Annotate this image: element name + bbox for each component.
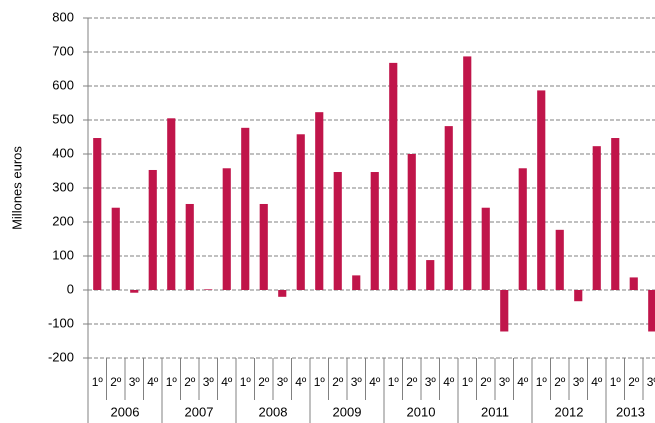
x-tick-label: 4º [517, 375, 529, 389]
year-label: 2006 [111, 404, 140, 419]
bar [481, 207, 490, 290]
y-tick-label: 400 [52, 145, 74, 160]
x-tick-label: 4º [147, 375, 159, 389]
bar [444, 126, 453, 291]
year-label: 2007 [185, 404, 214, 419]
bar [93, 138, 102, 290]
bar [611, 138, 620, 290]
bar [130, 290, 139, 293]
x-tick-label: 2º [110, 375, 122, 389]
x-tick-label: 2º [554, 375, 566, 389]
x-tick-label: 1º [92, 375, 104, 389]
y-tick-label: 500 [52, 111, 74, 126]
x-tick-label: 2º [406, 375, 418, 389]
y-tick-label: 300 [52, 179, 74, 194]
y-tick-label: 600 [52, 77, 74, 92]
x-tick-label: 1º [610, 375, 622, 389]
x-tick-label: 2º [480, 375, 492, 389]
x-tick-label: 4º [221, 375, 233, 389]
bar [296, 134, 305, 290]
year-label: 2011 [481, 404, 509, 419]
x-tick-label: 3º [129, 375, 141, 389]
bar [592, 146, 601, 290]
x-tick-label: 4º [443, 375, 455, 389]
x-tick-label: 3º [573, 375, 585, 389]
x-tick-label: 2º [258, 375, 270, 389]
bar [333, 172, 342, 290]
bar [241, 127, 250, 290]
x-tick-label: 3º [351, 375, 363, 389]
bar [426, 260, 435, 290]
bar [111, 207, 120, 290]
bar [167, 118, 176, 290]
y-axis-label: Millones euros [9, 146, 24, 230]
year-label: 2009 [333, 404, 362, 419]
y-tick-label: 0 [67, 281, 74, 296]
bar [204, 289, 213, 290]
x-tick-label: 2º [628, 375, 640, 389]
x-tick-label: 3º [203, 375, 215, 389]
x-tick-label: 4º [591, 375, 603, 389]
bar [352, 275, 361, 290]
x-tick-label: 2º [332, 375, 344, 389]
y-tick-label: -200 [48, 349, 74, 364]
bar [500, 290, 509, 332]
bar [629, 277, 638, 290]
year-label: 2013 [616, 404, 645, 419]
x-tick-label: 3º [499, 375, 511, 389]
bar [407, 154, 416, 290]
y-tick-label: 200 [52, 213, 74, 228]
bar [185, 203, 194, 290]
bar [574, 290, 583, 302]
x-tick-label: 3º [647, 375, 655, 389]
bar [315, 112, 324, 291]
x-tick-label: 4º [369, 375, 381, 389]
x-tick-label: 1º [462, 375, 474, 389]
year-label: 2010 [407, 404, 436, 419]
bar [389, 62, 398, 290]
x-tick-label: 1º [388, 375, 400, 389]
x-tick-label: 1º [240, 375, 252, 389]
year-label: 2008 [259, 404, 288, 419]
x-tick-label: 1º [314, 375, 326, 389]
x-tick-label: 3º [277, 375, 289, 389]
x-tick-label: 1º [536, 375, 548, 389]
x-tick-label: 2º [184, 375, 196, 389]
year-label: 2012 [555, 404, 584, 419]
bar [222, 168, 231, 290]
x-tick-label: 4º [295, 375, 307, 389]
bar [278, 290, 287, 297]
bar [370, 172, 379, 290]
bar [463, 56, 472, 290]
bar [537, 90, 546, 290]
y-tick-label: 800 [52, 9, 74, 24]
y-tick-label: -100 [48, 315, 74, 330]
x-tick-label: 1º [166, 375, 178, 389]
y-tick-label: 100 [52, 247, 74, 262]
bar [259, 203, 268, 290]
y-tick-label: 700 [52, 43, 74, 58]
bar [518, 168, 527, 290]
x-tick-label: 3º [425, 375, 437, 389]
bar [148, 169, 157, 290]
bar [555, 229, 564, 290]
bar [648, 290, 655, 332]
